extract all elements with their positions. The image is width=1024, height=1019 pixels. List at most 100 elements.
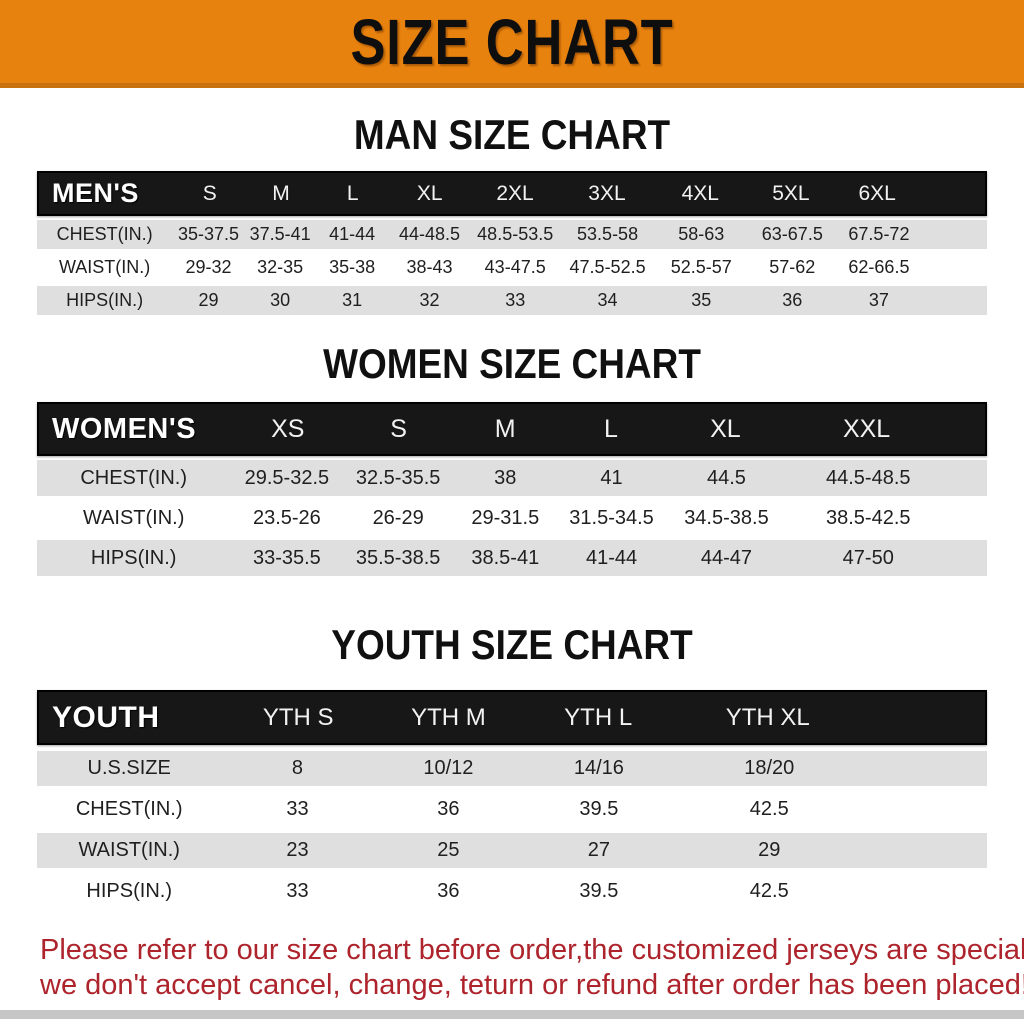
measurement-value: 29 <box>758 839 781 861</box>
size-column-header: S <box>202 181 217 205</box>
measurement-value: 31 <box>342 290 363 310</box>
measurement-row-label: WAIST(IN.) <box>78 839 180 861</box>
size-column-header: XL <box>416 181 443 205</box>
measurement-value: 48.5-53.5 <box>477 224 554 244</box>
measurement-value: 33 <box>286 880 309 902</box>
order-policy-note: Please refer to our size chart before or… <box>0 933 1024 1003</box>
size-chart-banner: SIZE CHART <box>0 0 1024 88</box>
measurement-value: 25 <box>437 839 460 861</box>
table-row: CHEST(IN.) 33 36 39.5 42.5 <box>37 792 987 827</box>
size-column-header: 6XL <box>858 181 896 205</box>
size-column-header: S <box>390 414 407 443</box>
measurement-value: 38-43 <box>406 257 453 277</box>
size-column-header: 5XL <box>772 181 810 205</box>
size-column-header: XXL <box>842 414 891 443</box>
measurement-value: 26-29 <box>372 506 424 529</box>
size-column-header: 3XL <box>588 181 626 205</box>
table-group-label: MEN'S <box>52 178 139 208</box>
measurement-row-label: CHEST(IN.) <box>80 466 187 489</box>
size-column-header: L <box>346 181 359 205</box>
measurement-value: 52.5-57 <box>670 257 732 277</box>
measurement-value: 67.5-72 <box>848 224 910 244</box>
table-header-row: MEN'S S M L XL 2XL 3XL 4XL 5XL 6XL <box>37 171 987 216</box>
order-policy-line-2: we don't accept cancel, change, teturn o… <box>40 969 1024 1001</box>
size-column-header: YTH XL <box>725 703 810 731</box>
measurement-value: 42.5 <box>749 880 789 902</box>
table-row: HIPS(IN.) 33-35.5 35.5-38.5 38.5-41 41-44 44-… <box>37 540 987 576</box>
measurement-value: 38 <box>494 466 517 489</box>
measurement-value: 63-67.5 <box>761 224 823 244</box>
man-size-chart-title: MAN SIZE CHART <box>353 111 671 158</box>
measurement-value: 36 <box>437 880 460 902</box>
measurement-value: 39.5 <box>579 880 619 902</box>
measurement-value: 23 <box>286 839 309 861</box>
measurement-value: 37 <box>868 290 889 310</box>
bottom-edge-strip <box>0 1010 1024 1019</box>
table-group-label: WOMEN'S <box>52 412 197 445</box>
measurement-value: 44.5-48.5 <box>826 466 911 489</box>
table-row: WAIST(IN.) 29-32 32-35 35-38 38-43 43-47.5 47.… <box>37 253 987 282</box>
measurement-value: 32.5-35.5 <box>355 466 441 489</box>
measurement-value: 41-44 <box>329 224 376 244</box>
order-policy-line-1: Please refer to our size chart before or… <box>40 934 1024 966</box>
measurement-value: 47-50 <box>842 546 894 569</box>
measurement-value: 33-35.5 <box>252 546 321 569</box>
size-column-header: M <box>272 181 290 205</box>
measurement-value: 43-47.5 <box>484 257 546 277</box>
measurement-value: 41 <box>600 466 623 489</box>
measurement-value: 31.5-34.5 <box>569 506 654 529</box>
measurement-value: 44.5 <box>706 466 746 489</box>
measurement-value: 58-63 <box>678 224 725 244</box>
table-row: CHEST(IN.) 35-37.5 37.5-41 41-44 44-48.5 48.5… <box>37 220 987 249</box>
table-row: CHEST(IN.) 29.5-32.5 32.5-35.5 38 41 44.5 44.5… <box>37 460 987 496</box>
measurement-row-label: CHEST(IN.) <box>75 798 183 820</box>
measurement-row-label: HIPS(IN.) <box>86 880 172 902</box>
measurement-value: 38.5-41 <box>471 546 540 569</box>
size-column-header: 2XL <box>496 181 534 205</box>
measurement-value: 34.5-38.5 <box>684 506 769 529</box>
size-column-header: M <box>494 414 516 443</box>
table-row: WAIST(IN.) 23.5-26 26-29 29-31.5 31.5-34.5 34… <box>37 500 987 536</box>
measurement-value: 32 <box>419 290 440 310</box>
measurement-value: 33 <box>505 290 526 310</box>
measurement-row-label: HIPS(IN.) <box>90 546 177 569</box>
youth-size-table: YOUTH YTH S YTH M YTH L YTH XL U.S.SIZE 8 10/12… <box>37 690 987 909</box>
measurement-value: 33 <box>286 798 309 820</box>
measurement-value: 18/20 <box>744 757 795 779</box>
measurement-value: 29.5-32.5 <box>244 466 330 489</box>
banner-title: SIZE CHART <box>350 5 674 78</box>
man-size-table: MEN'S S M L XL 2XL 3XL 4XL 5XL 6XL CHEST(IN.) 35-37… <box>37 171 987 315</box>
size-column-header: XS <box>271 414 305 443</box>
measurement-value: 44-48.5 <box>398 224 460 244</box>
measurement-value: 34 <box>597 290 618 310</box>
measurement-value: 62-66.5 <box>848 257 910 277</box>
measurement-value: 44-47 <box>700 546 753 569</box>
measurement-value: 10/12 <box>423 757 474 779</box>
measurement-row-label: U.S.SIZE <box>87 757 171 779</box>
measurement-row-label: HIPS(IN.) <box>66 290 144 310</box>
table-row: HIPS(IN.) 33 36 39.5 42.5 <box>37 874 987 909</box>
measurement-value: 35.5-38.5 <box>355 546 441 569</box>
measurement-value: 30 <box>270 290 291 310</box>
table-header-row: WOMEN'S XS S M L XL XXL <box>37 402 987 456</box>
measurement-row-label: WAIST(IN.) <box>82 506 185 529</box>
measurement-value: 35 <box>691 290 712 310</box>
measurement-value: 37.5-41 <box>249 224 311 244</box>
table-row: HIPS(IN.) 29 30 31 32 33 34 35 36 37 <box>37 286 987 315</box>
size-column-header: XL <box>710 414 741 443</box>
measurement-row-label: WAIST(IN.) <box>58 257 151 277</box>
size-column-header: 4XL <box>681 181 719 205</box>
table-row: WAIST(IN.) 23 25 27 29 <box>37 833 987 868</box>
size-column-header: YTH S <box>262 703 334 731</box>
measurement-value: 29 <box>198 290 219 310</box>
table-group-label: YOUTH <box>52 700 160 734</box>
women-size-chart-title: WOMEN SIZE CHART <box>323 340 701 387</box>
size-column-header: YTH M <box>411 703 486 731</box>
measurement-value: 32-35 <box>257 257 304 277</box>
measurement-value: 29-32 <box>185 257 232 277</box>
measurement-value: 36 <box>782 290 803 310</box>
measurement-value: 29-31.5 <box>471 506 540 529</box>
measurement-value: 14/16 <box>573 757 624 779</box>
measurement-value: 38.5-42.5 <box>826 506 911 529</box>
table-row: U.S.SIZE 8 10/12 14/16 18/20 <box>37 751 987 786</box>
